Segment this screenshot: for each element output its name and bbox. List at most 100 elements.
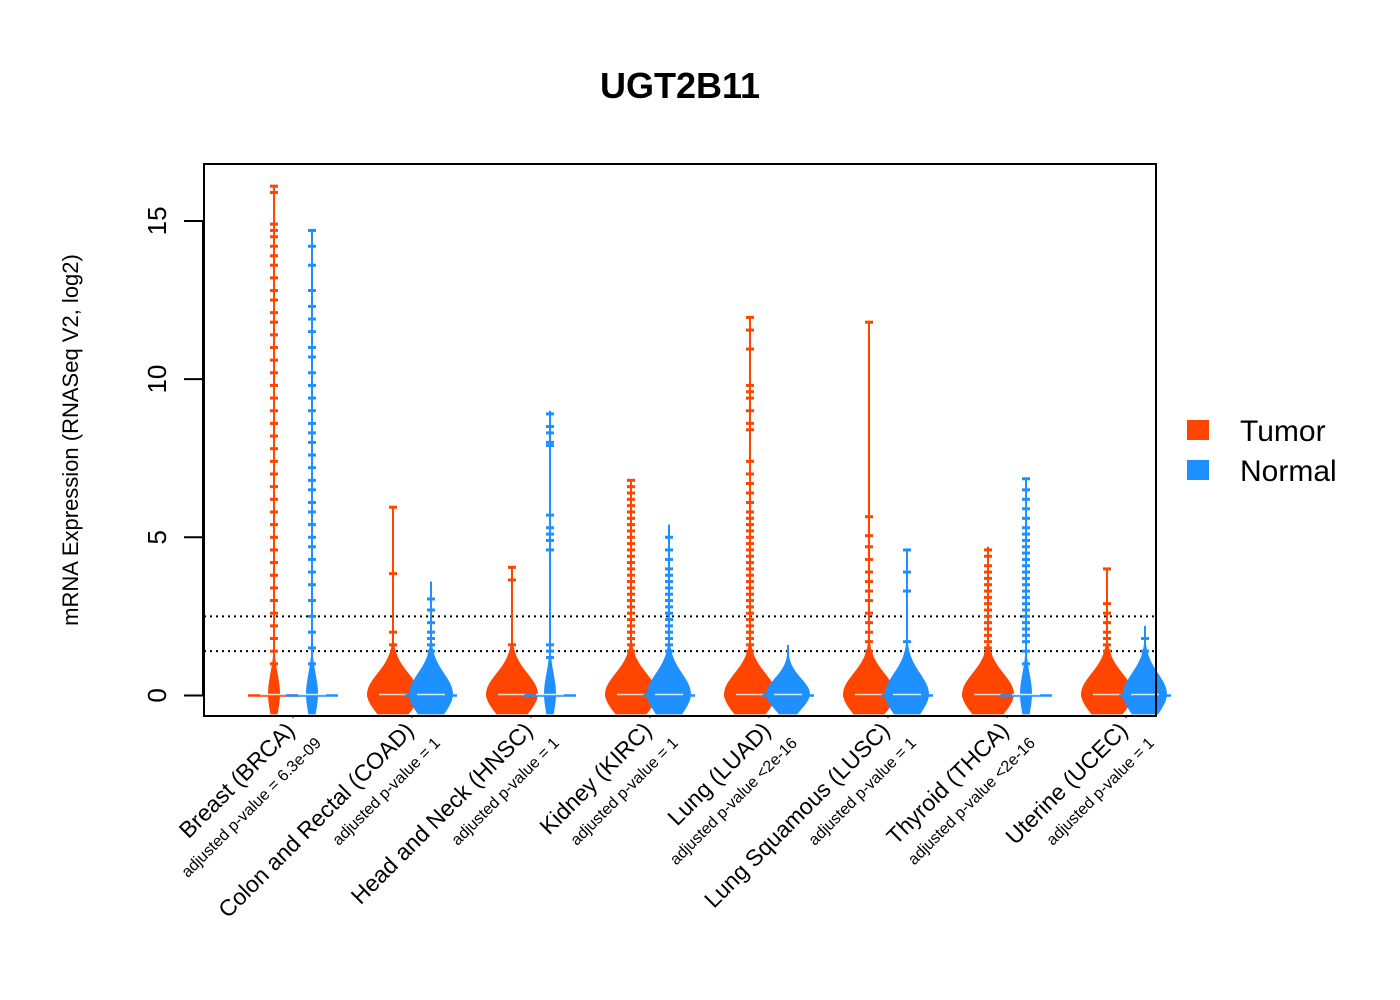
violin-tumor-5-point-5 (746, 390, 754, 394)
violin-normal-1-point-21 (308, 500, 316, 504)
violin-tumor-4-point-19 (627, 592, 635, 596)
violin-tumor-1-point-24 (270, 459, 278, 463)
violin-normal-7-point-4 (1022, 507, 1030, 511)
violin-tumor-5-point-31 (746, 611, 754, 615)
violin-tumor-5-point-32 (746, 618, 754, 622)
violin-normal-1-point-5 (308, 304, 316, 308)
violin-tumor-1-point-41 (270, 674, 278, 678)
violin-normal-4 (643, 524, 695, 715)
violin-normal-8-point-2 (1141, 649, 1149, 653)
violin-normal-1-point-17 (308, 453, 316, 457)
violin-normal-8 (1119, 625, 1171, 715)
violin-normal-4-point-16 (665, 643, 673, 647)
violin-normal-6-point-3 (903, 589, 911, 593)
violin-tumor-8-point-7 (1103, 643, 1111, 647)
violin-normal-4-point-13 (665, 624, 673, 628)
violin-normal-7-point-10 (1022, 551, 1030, 555)
violin-tumor-1-point-15 (270, 345, 278, 349)
violin-tumor-8-point-1 (1103, 567, 1111, 571)
violin-normal-1-point-18 (308, 466, 316, 470)
violin-tumor-4-point-2 (627, 485, 635, 489)
violin-tumor-1-point-21 (270, 421, 278, 425)
violin-normal-1-point-10 (308, 371, 316, 375)
violin-tumor-2-point-4 (389, 643, 397, 647)
plot-area (204, 184, 1171, 715)
violin-normal-7-point-5 (1022, 516, 1030, 520)
violin-tumor-4-point-9 (627, 529, 635, 533)
violin-tumor-5-point-25 (746, 573, 754, 577)
violin-normal-3-point-11 (546, 643, 554, 647)
violin-normal-2-point-9 (427, 662, 435, 666)
y-tick-label-0: 0 (142, 688, 172, 702)
legend-label-normal: Normal (1240, 455, 1337, 488)
violin-tumor-7-point-20 (984, 671, 992, 675)
violin-tumor-4-point-31 (627, 668, 635, 672)
violin-tumor-6-point-8 (865, 589, 873, 593)
violin-tumor-1-point-5 (270, 235, 278, 239)
violin-tumor-7-point-18 (984, 659, 992, 663)
violin-tumor-5-point-40 (746, 668, 754, 672)
violin-tumor-6-point-10 (865, 611, 873, 615)
violin-tumor-7-point-17 (984, 652, 992, 656)
violin-normal-1-point-31 (308, 630, 316, 634)
violin-normal-4-point-8 (665, 592, 673, 596)
violin-tumor-1-point-18 (270, 383, 278, 387)
violin-tumor-8-point-6 (1103, 636, 1111, 640)
violin-normal-7-point-1 (1022, 477, 1030, 481)
violin-normal-7-point-16 (1022, 589, 1030, 593)
violin-tumor-1-point-9 (270, 276, 278, 280)
violin-tumor-7-point-14 (984, 633, 992, 637)
violin-normal-1-point-32 (308, 646, 316, 650)
violin-normal-7-point-28 (1022, 693, 1030, 697)
violin-tumor-1-point-23 (270, 447, 278, 451)
violin-tumor-6-point-1 (865, 320, 873, 324)
y-tick-label-15: 15 (142, 206, 172, 235)
violin-tumor-5-point-34 (746, 630, 754, 634)
violin-tumor-1-point-3 (270, 222, 278, 226)
violin-tumor-1-point-22 (270, 434, 278, 438)
violin-normal-7-point-22 (1022, 627, 1030, 631)
violin-normal-7-point-27 (1022, 674, 1030, 678)
violin-tumor-4-point-7 (627, 516, 635, 520)
violin-tumor-1-point-10 (270, 289, 278, 293)
violin-tumor-5-point-6 (746, 396, 754, 400)
violin-tumor-3-point-5 (508, 671, 516, 675)
violin-tumor-5-point-3 (746, 347, 754, 351)
violin-normal-7 (1000, 477, 1052, 715)
violin-tumor-1-point-27 (270, 497, 278, 501)
violin-tumor-1-point-6 (270, 244, 278, 248)
violin-normal-7-point-24 (1022, 640, 1030, 644)
y-tick-label-10: 10 (142, 365, 172, 394)
violin-normal-1-point-23 (308, 523, 316, 527)
violin-normal-1-point-33 (308, 662, 316, 666)
violin-tumor-6-point-3 (865, 534, 873, 538)
violin-normal-3-point-2 (546, 425, 554, 429)
violin-tumor-7-point-10 (984, 608, 992, 612)
violin-tumor-1-point-29 (270, 523, 278, 527)
violin-tumor-4-point-10 (627, 535, 635, 539)
violin-tumor-5-point-20 (746, 542, 754, 546)
violin-tumor-8-point-9 (1103, 655, 1111, 659)
violin-normal-2-point-1 (427, 597, 435, 601)
violin-tumor-5-point-16 (746, 516, 754, 520)
violin-tumor-4-point-28 (627, 649, 635, 653)
violin-tumor-5-point-35 (746, 636, 754, 640)
violin-normal-3-point-4 (546, 440, 554, 444)
violin-normal-2-point-5 (427, 636, 435, 640)
violin-tumor-1-point-30 (270, 535, 278, 539)
violin-tumor-1-point-32 (270, 561, 278, 565)
violin-tumor-5-point-2 (746, 328, 754, 332)
violin-tumor-4-point-8 (627, 523, 635, 527)
violin-tumor-4-point-17 (627, 580, 635, 584)
violin-tumor-6-point-14 (865, 649, 873, 653)
violin-tumor-6-point-16 (865, 665, 873, 669)
plot-frame (203, 163, 1157, 717)
violin-tumor-2-point-8 (389, 678, 397, 682)
violin-tumor-4-point-21 (627, 605, 635, 609)
violin-normal-4-point-15 (665, 636, 673, 640)
violin-tumor-8-point-10 (1103, 662, 1111, 666)
legend-label-tumor: Tumor (1240, 415, 1326, 448)
violin-tumor-7-point-5 (984, 576, 992, 580)
violin-normal-4-point-6 (665, 580, 673, 584)
